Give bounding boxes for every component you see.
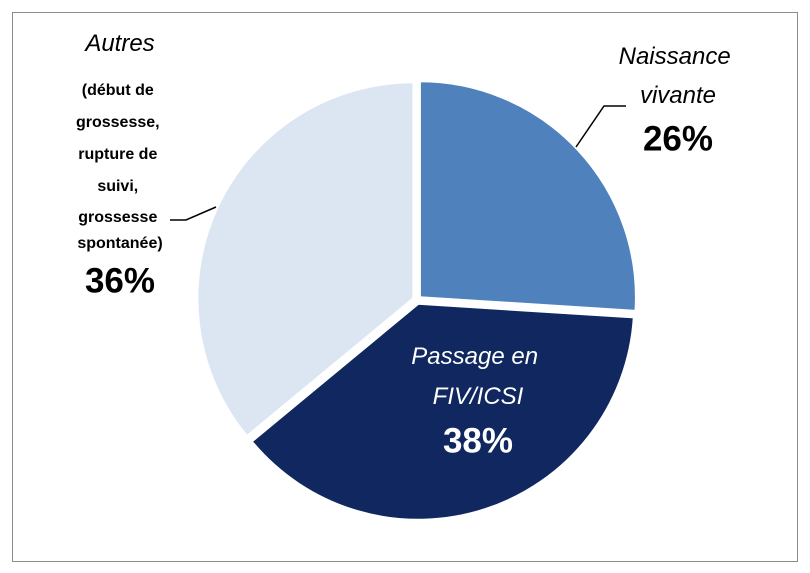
leader-line xyxy=(575,105,626,148)
pie-slice xyxy=(250,302,635,521)
value-label: 26% xyxy=(643,119,713,158)
slice-label: Passage en FIV/ICSI xyxy=(411,343,544,410)
slice-label: Autres xyxy=(83,30,154,57)
annotation: (début de grossesse, rupture de suivi, g… xyxy=(76,82,164,252)
leader-line xyxy=(170,206,217,221)
pie xyxy=(196,80,637,521)
pie-slice xyxy=(418,80,637,312)
value-label: 38% xyxy=(443,421,513,460)
pie-slice xyxy=(196,81,415,438)
value-label: 36% xyxy=(85,261,155,300)
slice-label: Naissance vivante xyxy=(619,43,738,109)
